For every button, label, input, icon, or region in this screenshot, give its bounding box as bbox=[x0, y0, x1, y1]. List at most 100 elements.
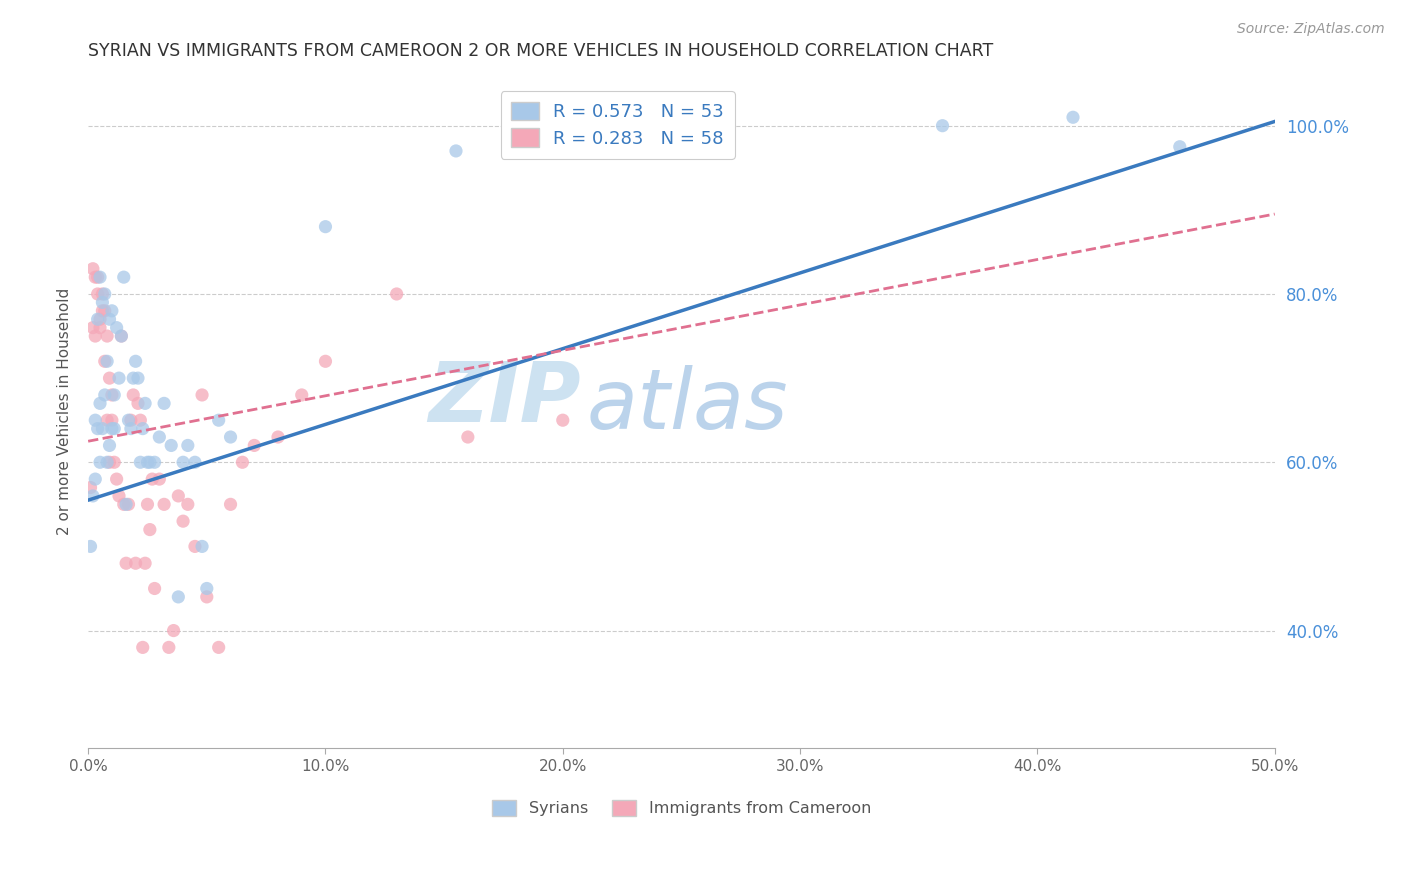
Point bbox=[157, 640, 180, 655]
Point bbox=[103, 388, 125, 402]
Point bbox=[172, 514, 194, 528]
Point bbox=[177, 438, 200, 452]
Point bbox=[101, 303, 124, 318]
Point bbox=[127, 371, 149, 385]
Point bbox=[314, 354, 336, 368]
Point bbox=[115, 556, 138, 570]
Point bbox=[267, 430, 290, 444]
Point bbox=[91, 303, 114, 318]
Point bbox=[110, 329, 132, 343]
Point bbox=[385, 287, 408, 301]
Point bbox=[457, 430, 479, 444]
Point bbox=[117, 413, 139, 427]
Point bbox=[219, 430, 242, 444]
Point bbox=[124, 354, 146, 368]
Point bbox=[115, 497, 138, 511]
Point bbox=[1168, 139, 1191, 153]
Point bbox=[86, 270, 108, 285]
Point bbox=[136, 497, 159, 511]
Point bbox=[191, 388, 214, 402]
Point bbox=[195, 582, 218, 596]
Point bbox=[148, 472, 170, 486]
Point bbox=[132, 640, 155, 655]
Point bbox=[177, 497, 200, 511]
Point bbox=[112, 270, 135, 285]
Point bbox=[551, 413, 574, 427]
Point bbox=[124, 556, 146, 570]
Point bbox=[91, 287, 114, 301]
Point bbox=[98, 312, 121, 326]
Text: Source: ZipAtlas.com: Source: ZipAtlas.com bbox=[1237, 22, 1385, 37]
Point bbox=[101, 413, 124, 427]
Point bbox=[231, 455, 253, 469]
Point bbox=[208, 413, 231, 427]
Point bbox=[96, 354, 118, 368]
Point bbox=[101, 388, 124, 402]
Point bbox=[444, 144, 467, 158]
Point bbox=[86, 312, 108, 326]
Point bbox=[167, 590, 190, 604]
Point bbox=[89, 270, 111, 285]
Point bbox=[98, 371, 121, 385]
Point bbox=[122, 388, 145, 402]
Point bbox=[103, 422, 125, 436]
Y-axis label: 2 or more Vehicles in Household: 2 or more Vehicles in Household bbox=[58, 288, 72, 535]
Point bbox=[172, 455, 194, 469]
Point bbox=[134, 396, 156, 410]
Point bbox=[89, 320, 111, 334]
Point bbox=[136, 455, 159, 469]
Point bbox=[208, 640, 231, 655]
Legend: Syrians, Immigrants from Cameroon: Syrians, Immigrants from Cameroon bbox=[485, 793, 877, 822]
Point bbox=[143, 582, 166, 596]
Point bbox=[117, 497, 139, 511]
Point bbox=[82, 261, 104, 276]
Point bbox=[1062, 110, 1084, 124]
Point bbox=[86, 422, 108, 436]
Point bbox=[162, 624, 184, 638]
Point bbox=[195, 590, 218, 604]
Point bbox=[120, 422, 142, 436]
Point bbox=[141, 472, 163, 486]
Point bbox=[139, 523, 162, 537]
Point bbox=[84, 413, 107, 427]
Point bbox=[134, 556, 156, 570]
Point bbox=[647, 102, 669, 116]
Point bbox=[82, 320, 104, 334]
Point bbox=[122, 371, 145, 385]
Point bbox=[127, 396, 149, 410]
Point bbox=[132, 422, 155, 436]
Point bbox=[105, 320, 128, 334]
Point bbox=[105, 472, 128, 486]
Point bbox=[96, 329, 118, 343]
Point bbox=[110, 329, 132, 343]
Point bbox=[89, 312, 111, 326]
Point bbox=[94, 354, 117, 368]
Point bbox=[84, 270, 107, 285]
Point bbox=[79, 540, 101, 554]
Point bbox=[153, 497, 176, 511]
Point bbox=[79, 481, 101, 495]
Point bbox=[96, 413, 118, 427]
Point bbox=[91, 422, 114, 436]
Point bbox=[98, 438, 121, 452]
Point bbox=[94, 303, 117, 318]
Point bbox=[89, 455, 111, 469]
Point bbox=[219, 497, 242, 511]
Point bbox=[148, 430, 170, 444]
Point bbox=[91, 295, 114, 310]
Point bbox=[129, 413, 152, 427]
Point bbox=[160, 438, 183, 452]
Point bbox=[112, 497, 135, 511]
Point bbox=[108, 371, 131, 385]
Point bbox=[153, 396, 176, 410]
Point bbox=[931, 119, 953, 133]
Point bbox=[291, 388, 314, 402]
Point bbox=[94, 287, 117, 301]
Point bbox=[84, 329, 107, 343]
Point bbox=[86, 287, 108, 301]
Point bbox=[243, 438, 266, 452]
Point bbox=[108, 489, 131, 503]
Point bbox=[96, 455, 118, 469]
Point bbox=[314, 219, 336, 234]
Text: atlas: atlas bbox=[586, 365, 789, 445]
